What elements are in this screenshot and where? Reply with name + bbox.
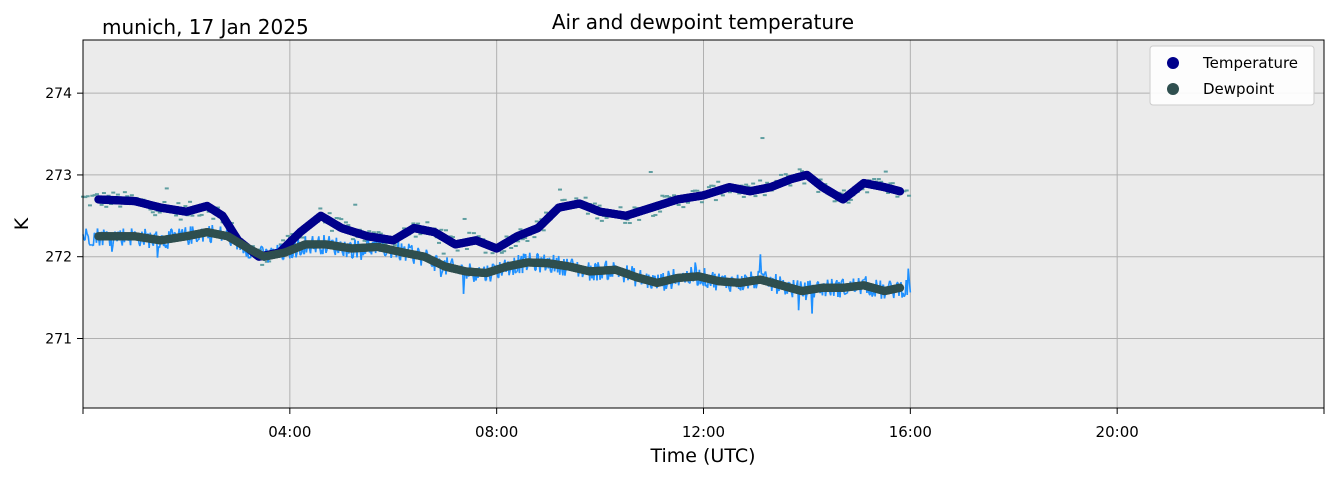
y-axis: 271 272 273 274 (45, 86, 83, 347)
temperature-point (895, 187, 905, 196)
raw-dewpoint-segment (462, 275, 466, 294)
raw-dewpoint-segment (417, 247, 420, 252)
raw-dewpoint-segment (441, 269, 444, 274)
raw-dewpoint-segment (802, 294, 805, 297)
raw-dewpoint-segment (440, 272, 443, 278)
raw-dewpoint-segment (764, 271, 768, 278)
y-tick-label: 273 (45, 168, 72, 184)
dewpoint-point (895, 283, 905, 292)
raw-dewpoint-segment (721, 275, 724, 278)
raw-dewpoint-segment (787, 281, 790, 284)
raw-dewpoint-segment (667, 270, 671, 275)
raw-dewpoint-segment (265, 248, 268, 251)
raw-dewpoint-segment (742, 286, 745, 291)
x-axis: 04:00 08:00 12:00 16:00 20:00 (82, 408, 1325, 441)
raw-dewpoint-segment (844, 292, 847, 295)
raw-dewpoint-segment (696, 284, 699, 287)
raw-dewpoint-segment (92, 232, 96, 246)
legend-dewpoint-marker (1167, 83, 1179, 95)
raw-dewpoint-segment (491, 263, 495, 266)
raw-dewpoint-segment (687, 281, 690, 284)
raw-dewpoint-segment (805, 293, 808, 301)
x-tick-label: 04:00 (268, 423, 311, 441)
raw-dewpoint-segment (291, 255, 294, 259)
legend-temperature-label: Temperature (1202, 54, 1298, 72)
raw-dewpoint-segment (196, 239, 199, 243)
raw-dewpoint-segment (514, 271, 517, 274)
legend-dewpoint-label: Dewpoint (1203, 80, 1274, 98)
raw-dewpoint-segment (89, 243, 92, 247)
legend-temperature-marker (1167, 57, 1179, 69)
raw-dewpoint-segment (384, 254, 387, 257)
raw-dewpoint-segment (508, 270, 511, 276)
raw-dewpoint-segment (261, 246, 264, 249)
raw-dewpoint-segment (111, 244, 114, 252)
legend-box (1149, 45, 1315, 106)
raw-dewpoint-segment (85, 228, 88, 235)
y-tick-label: 274 (45, 86, 72, 102)
raw-dewpoint-segment (139, 240, 142, 247)
raw-dewpoint-segment (493, 264, 496, 267)
raw-dewpoint-segment (187, 241, 191, 246)
raw-dewpoint-segment (330, 239, 333, 242)
x-tick-label: 20:00 (1096, 423, 1139, 441)
x-axis-label: Time (UTC) (649, 445, 755, 467)
raw-dewpoint-segment (460, 264, 464, 267)
raw-dewpoint-segment (670, 282, 674, 289)
chart-title: Air and dewpoint temperature (552, 10, 854, 34)
legend: Temperature Dewpoint (1149, 45, 1315, 106)
raw-dewpoint-segment (409, 246, 412, 249)
grid (83, 40, 1324, 408)
x-tick-label: 08:00 (475, 423, 518, 441)
raw-dewpoint-segment (888, 280, 892, 284)
raw-dewpoint-segment (694, 262, 698, 269)
raw-dewpoint-segment (762, 273, 766, 277)
x-tick-label: 16:00 (889, 423, 932, 441)
raw-dewpoint-segment (299, 253, 302, 256)
raw-dewpoint-segment (242, 250, 246, 254)
y-tick-label: 271 (45, 331, 72, 347)
raw-dewpoint-segment (788, 282, 791, 285)
raw-dewpoint-segment (295, 252, 298, 258)
raw-dewpoint-segment (744, 274, 747, 277)
raw-dewpoint-segment (853, 290, 857, 293)
raw-dewpoint-segment (840, 279, 843, 284)
raw-dewpoint-segment (597, 262, 600, 268)
raw-dewpoint-segment (759, 254, 763, 275)
raw-dewpoint-segment (86, 233, 89, 237)
raw-dewpoint-segment (156, 246, 160, 258)
raw-dewpoint-segment (745, 275, 748, 278)
raw-dewpoint-segment (907, 268, 911, 282)
raw-dewpoint-segment (489, 275, 493, 282)
y-axis-label: K (11, 217, 33, 230)
raw-dewpoint-segment (544, 267, 548, 271)
raw-dewpoint-segment (87, 235, 90, 245)
raw-dewpoint-segment (871, 294, 874, 297)
raw-dewpoint-segment (247, 256, 251, 259)
y-tick-label: 272 (45, 250, 72, 266)
raw-dewpoint-segment (425, 249, 429, 254)
raw-dewpoint-segment (908, 281, 912, 293)
raw-dewpoint-segment (451, 258, 455, 265)
location-date-label: munich, 17 Jan 2025 (102, 15, 309, 39)
raw-dewpoint-segment (903, 294, 906, 298)
x-tick-label: 12:00 (682, 423, 725, 441)
raw-dewpoint-segment (325, 249, 328, 254)
raw-dewpoint-segment (525, 266, 529, 271)
series-markers (94, 170, 905, 296)
